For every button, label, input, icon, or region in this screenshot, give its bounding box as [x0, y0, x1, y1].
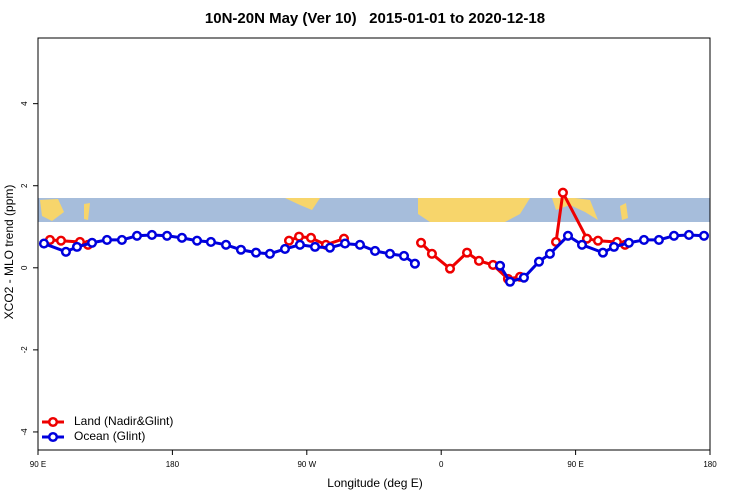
data-point	[161, 230, 173, 241]
data-point	[283, 235, 295, 246]
data-point	[279, 243, 291, 254]
data-point	[576, 239, 588, 250]
x-tick-label: 0	[439, 460, 444, 469]
x-tick-label: 180	[703, 460, 717, 469]
data-point	[205, 236, 216, 247]
y-tick-label: 4	[20, 101, 29, 106]
data-point	[668, 230, 680, 241]
data-point	[544, 248, 555, 259]
data-point	[309, 241, 321, 252]
data-point	[426, 248, 437, 259]
data-point	[305, 232, 317, 243]
data-point	[409, 258, 420, 269]
legend-label: Ocean (Glint)	[74, 429, 145, 443]
data-point	[354, 239, 366, 250]
plot-frame	[37, 37, 711, 451]
x-tick-label: 180	[166, 460, 180, 469]
data-point	[264, 248, 275, 259]
y-tick-label: 2	[20, 183, 29, 188]
data-point	[504, 276, 516, 287]
data-point	[339, 238, 351, 249]
data-point	[384, 248, 396, 259]
data-point	[116, 234, 127, 245]
x-axis-label: Longitude (deg E)	[327, 476, 422, 490]
data-point	[638, 234, 650, 245]
data-point	[398, 250, 410, 261]
y-tick-label: -4	[20, 428, 29, 436]
x-tick-label: 90 E	[567, 460, 583, 469]
data-point	[415, 237, 427, 248]
data-point	[557, 187, 568, 198]
data-point	[55, 235, 67, 246]
y-tick-label: -2	[20, 346, 29, 354]
data-point	[146, 229, 157, 241]
data-point	[60, 246, 71, 257]
data-point	[592, 235, 604, 246]
data-point	[176, 232, 188, 243]
legend-marker	[47, 416, 59, 428]
legend-marker	[47, 431, 59, 443]
data-point	[461, 247, 473, 258]
data-point	[518, 272, 529, 283]
data-point	[293, 231, 305, 242]
chart-title: 10N-20N May (Ver 10) 2015-01-01 to 2020-…	[205, 10, 545, 27]
data-point	[294, 239, 305, 250]
data-point	[608, 241, 620, 252]
data-point	[533, 256, 545, 267]
data-point	[494, 260, 506, 271]
legend-label: Land (Nadir&Glint)	[74, 414, 173, 428]
data-point	[653, 234, 664, 245]
data-point	[235, 244, 246, 255]
data-point	[473, 255, 485, 266]
data-point	[324, 242, 335, 253]
data-point	[191, 235, 203, 246]
data-point	[71, 241, 83, 252]
x-tick-label: 90 E	[30, 460, 46, 469]
data-point	[698, 230, 710, 241]
x-tick-label: 90 W	[297, 460, 316, 469]
data-point	[581, 233, 592, 244]
data-point	[38, 238, 50, 249]
data-point	[683, 229, 694, 241]
data-point	[597, 247, 608, 258]
map-band	[38, 198, 710, 222]
data-point	[101, 234, 113, 245]
data-point	[623, 237, 634, 248]
data-point	[87, 237, 98, 248]
data-point	[562, 230, 574, 241]
data-point	[131, 230, 143, 241]
y-tick-label: 0	[20, 265, 29, 270]
data-point	[250, 247, 262, 258]
data-point	[220, 239, 232, 250]
y-axis-label: XCO2 - MLO trend (ppm)	[2, 185, 16, 320]
data-point	[444, 263, 456, 274]
data-point	[369, 245, 381, 257]
